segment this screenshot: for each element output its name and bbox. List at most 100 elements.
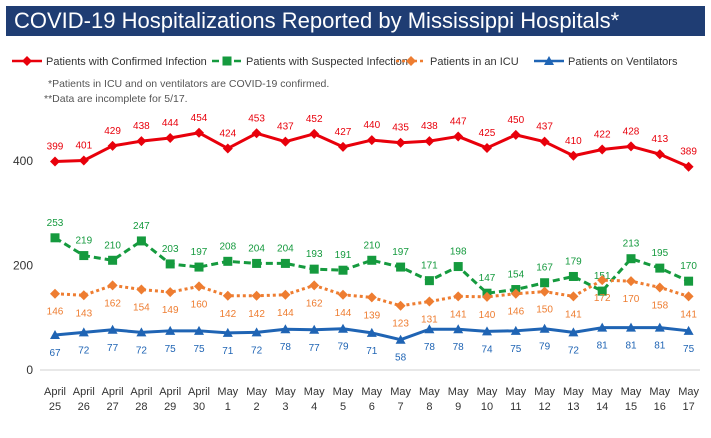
data-point xyxy=(654,282,665,293)
data-point xyxy=(510,325,521,335)
x-tick-label: May 17 xyxy=(678,386,699,413)
data-label: 154 xyxy=(507,270,524,281)
x-tick-label: April 26 xyxy=(73,386,95,413)
data-point xyxy=(309,264,319,274)
legend-item: Patients on Ventilators xyxy=(534,56,678,68)
legend: Patients with Confirmed Infection Patient… xyxy=(12,56,678,68)
data-point xyxy=(482,291,492,302)
data-label: 141 xyxy=(680,309,697,320)
data-label: 167 xyxy=(536,263,553,274)
x-tick-label: May 11 xyxy=(505,386,526,413)
x-tick-label: April 25 xyxy=(44,386,66,413)
x-tick-label: May 8 xyxy=(419,386,440,413)
data-label: 58 xyxy=(395,353,407,364)
data-point xyxy=(194,262,204,272)
x-tick-day: 17 xyxy=(682,401,694,413)
x-tick-month: April xyxy=(102,386,124,398)
data-point xyxy=(510,129,521,140)
legend-marker xyxy=(544,56,554,65)
x-tick-day: 6 xyxy=(369,401,375,413)
x-tick-day: 9 xyxy=(455,401,461,413)
data-point xyxy=(568,271,578,281)
data-point xyxy=(654,149,665,160)
data-label: 191 xyxy=(335,250,352,261)
legend-label: Patients with Suspected Infection xyxy=(246,56,408,68)
x-tick-month: May xyxy=(217,386,238,398)
data-point xyxy=(366,135,377,146)
x-tick-label: May 4 xyxy=(304,386,325,413)
data-label: 438 xyxy=(421,121,438,132)
data-point xyxy=(280,324,291,334)
legend-marker xyxy=(222,56,232,66)
x-tick-day: 26 xyxy=(78,401,90,413)
data-point xyxy=(50,156,60,167)
x-tick-label: May 6 xyxy=(361,386,382,413)
data-point xyxy=(395,137,406,148)
data-label: 219 xyxy=(75,236,92,247)
chart-title: COVID-19 Hospitalizations Reported by Mi… xyxy=(6,6,705,36)
data-point xyxy=(194,127,204,138)
x-tick-day: 2 xyxy=(254,401,260,413)
x-tick-label: May 5 xyxy=(333,386,354,413)
data-label: 79 xyxy=(337,342,349,353)
data-point xyxy=(222,327,233,337)
title-bar: COVID-19 Hospitalizations Reported by Mi… xyxy=(0,0,711,42)
data-label: 142 xyxy=(248,309,265,320)
data-label: 71 xyxy=(366,346,378,357)
data-label: 424 xyxy=(219,128,236,139)
data-label: 141 xyxy=(450,309,467,320)
data-point xyxy=(424,324,435,334)
x-tick-label: May 10 xyxy=(477,386,498,413)
data-label: 139 xyxy=(363,310,380,321)
data-point xyxy=(684,276,694,286)
data-label: 78 xyxy=(280,342,292,353)
data-label: 72 xyxy=(251,345,263,356)
data-label: 170 xyxy=(680,261,697,272)
data-label: 78 xyxy=(453,342,465,353)
data-point xyxy=(309,324,320,334)
x-tick-month: May xyxy=(563,386,584,398)
data-point xyxy=(136,284,147,295)
data-label: 72 xyxy=(78,345,90,356)
data-point xyxy=(395,334,406,344)
data-label: 204 xyxy=(248,243,265,254)
data-label: 150 xyxy=(536,305,553,316)
data-point xyxy=(136,136,147,147)
data-point xyxy=(396,262,406,272)
x-tick-month: May xyxy=(333,386,354,398)
legend-marker xyxy=(22,56,32,66)
x-tick-label: May 1 xyxy=(217,386,238,413)
data-point xyxy=(597,286,607,296)
data-label: 144 xyxy=(335,308,352,319)
data-point xyxy=(597,322,608,332)
x-tick-day: 16 xyxy=(654,401,666,413)
data-label: 75 xyxy=(193,344,205,355)
data-label: 146 xyxy=(507,307,524,318)
data-label: 72 xyxy=(136,345,148,356)
x-tick-month: May xyxy=(505,386,526,398)
x-tick-month: May xyxy=(448,386,469,398)
data-point xyxy=(568,327,579,337)
data-label: 425 xyxy=(479,128,496,139)
x-tick-month: May xyxy=(275,386,296,398)
data-label: 195 xyxy=(651,248,668,259)
data-point xyxy=(50,329,60,339)
series-patients-with-suspected-infection: 253 219 210 247 203 197 208 204 204 193 191 210 197 1… xyxy=(47,218,697,298)
data-label: 71 xyxy=(222,346,234,357)
x-tick-day: 5 xyxy=(340,401,346,413)
data-label: 444 xyxy=(162,118,179,129)
data-label: 142 xyxy=(219,309,236,320)
x-tick-day: 27 xyxy=(106,401,118,413)
x-tick-day: 4 xyxy=(311,401,317,413)
data-label: 154 xyxy=(133,303,150,314)
data-point xyxy=(453,291,464,302)
data-point xyxy=(424,276,434,286)
data-point xyxy=(107,140,118,151)
x-tick-month: May xyxy=(304,386,325,398)
x-tick-day: 25 xyxy=(49,401,61,413)
data-label: 149 xyxy=(162,305,179,316)
data-point xyxy=(280,289,291,300)
data-point xyxy=(626,322,636,332)
data-label: 437 xyxy=(277,122,294,133)
